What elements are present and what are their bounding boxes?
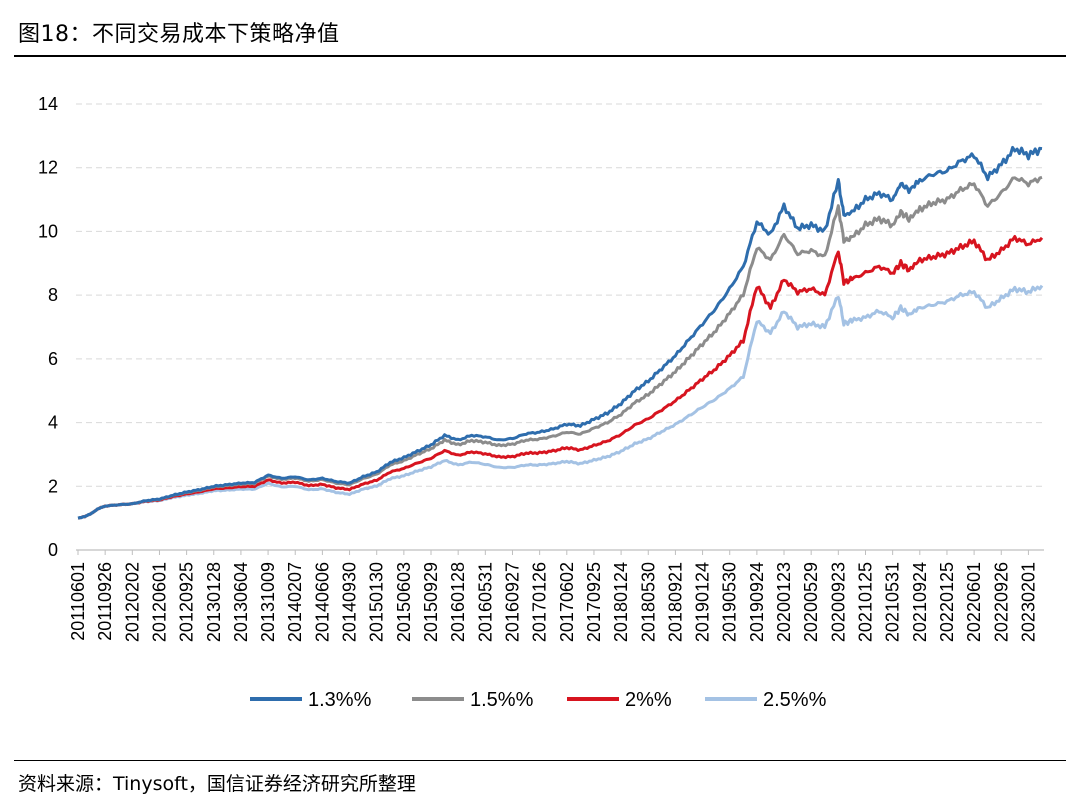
x-tick-label: 20150603 [394,562,414,642]
footer-rule [14,760,1066,761]
x-tick-label: 20220125 [937,562,957,642]
x-tick-label: 20120925 [177,562,197,642]
series-line-4 [77,284,1044,520]
net-value-chart: 0 2 4 6 8 10 12 14 20110601 20110926 20120202 2012… [38,94,1044,711]
legend-label: 1.5%% [470,689,534,711]
y-tick-label: 8 [48,285,58,305]
y-tick-labels: 0 2 4 6 8 10 12 14 [38,94,58,560]
x-tick-label: 20160927 [502,562,522,642]
x-tick-label: 20200123 [774,562,794,642]
y-tick-label: 4 [48,413,58,433]
x-tick-label: 20170126 [530,562,550,642]
x-tick-label: 20180530 [638,562,658,642]
x-tick-label: 20190924 [747,562,767,642]
x-tick-label: 20160531 [475,562,495,642]
figure-title: 图18：不同交易成本下策略净值 [18,22,340,47]
series-line-1 [77,145,1043,520]
x-tick-label: 20220601 [964,562,984,642]
x-tick-label: 20150929 [421,562,441,642]
x-tick-label: 20120202 [122,562,142,642]
x-tick-label: 20230201 [1018,562,1038,642]
x-tick-label: 20110926 [95,562,115,641]
x-tick-label: 20170925 [584,562,604,642]
x-tick-label: 20140207 [285,562,305,642]
x-tick-label: 20180921 [665,562,685,642]
x-tick-label: 20150130 [367,562,387,642]
legend-label: 2.5%% [763,689,827,711]
gridlines [76,103,1044,487]
x-tick-label: 20140930 [340,562,360,642]
x-tick-label: 20210924 [910,562,930,642]
x-tick-label: 20140606 [312,562,332,642]
x-tick-label: 20200529 [801,562,821,642]
series-lines [77,145,1044,520]
y-tick-label: 6 [48,349,58,369]
x-tick-label: 20210531 [883,562,903,642]
x-tick-label: 20180124 [611,562,631,642]
x-tick-label: 20220926 [991,562,1011,642]
title-rule [14,55,1066,57]
legend-label: 1.3%% [308,689,372,711]
y-tick-label: 12 [38,158,58,178]
axes [76,549,1044,555]
x-tick-label: 20190124 [693,562,713,642]
x-tick-label: 20130604 [231,562,251,642]
x-tick-label: 20110601 [68,562,88,641]
series-line-3 [77,235,1044,520]
legend-label: 2%% [625,689,672,711]
y-tick-label: 10 [38,221,58,241]
x-tick-label: 20190530 [720,562,740,642]
x-tick-label: 20130128 [204,562,224,642]
y-tick-label: 0 [48,540,58,560]
x-tick-label: 20131009 [258,562,278,642]
x-tick-label: 20160128 [448,562,468,642]
x-tick-labels: 20110601 20110926 20120202 20120601 20120925… [68,562,1038,642]
x-tick-label: 20200923 [828,562,848,642]
series-line-2 [77,175,1043,520]
y-tick-label: 2 [48,476,58,496]
legend: 1.3%% 1.5%% 2%% 2.5%% [250,689,827,711]
x-tick-label: 20210125 [855,562,875,642]
y-tick-label: 14 [38,94,58,114]
x-tick-label: 20120601 [149,562,169,642]
source-note: 资料来源：Tinysoft，国信证券经济研究所整理 [18,773,416,795]
x-tick-label: 20170602 [557,562,577,642]
